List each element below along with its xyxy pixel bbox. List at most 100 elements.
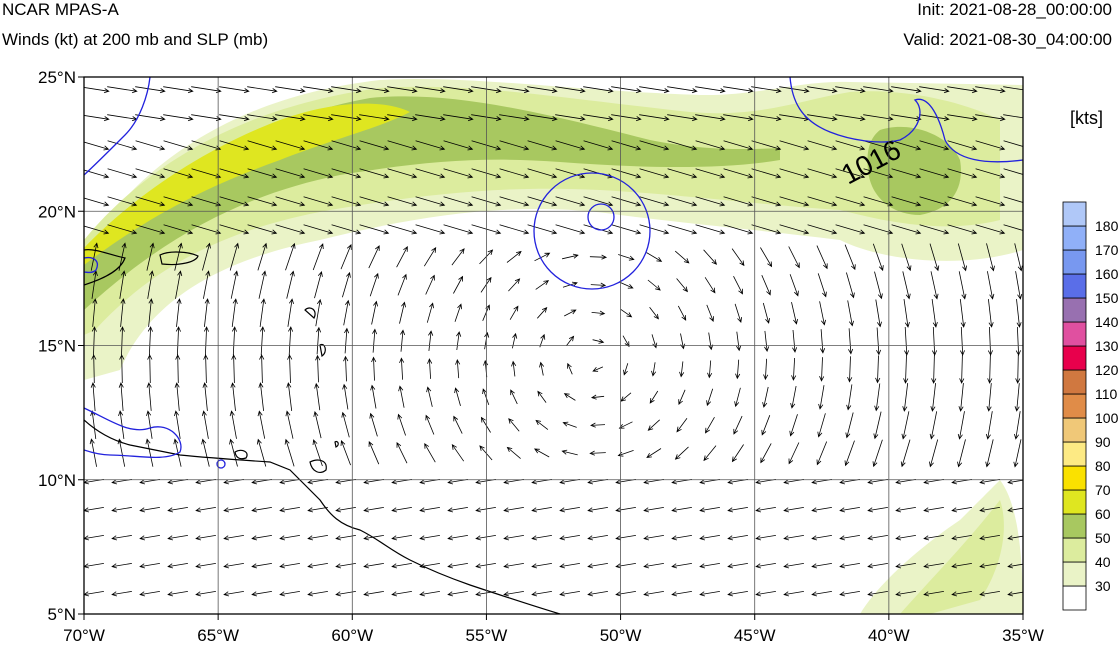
- wind-arrow: [195, 507, 216, 513]
- wind-arrow: [118, 382, 124, 412]
- wind-arrow: [622, 335, 630, 348]
- wind-arrow: [331, 224, 362, 235]
- wind-arrow: [559, 563, 580, 569]
- wind-arrow: [527, 140, 558, 151]
- wind-arrow: [275, 114, 306, 122]
- wind-arrow: [90, 242, 99, 271]
- wind-arrow: [762, 386, 769, 408]
- wind-arrow: [1003, 196, 1023, 203]
- wind-arrow: [419, 591, 440, 597]
- wind-arrow: [368, 440, 380, 465]
- wind-arrow: [623, 363, 629, 376]
- wind-arrow: [789, 274, 799, 297]
- wind-arrow: [957, 411, 965, 440]
- wind-arrow: [475, 535, 496, 541]
- wind-arrow: [219, 196, 250, 207]
- wind-arrow: [1003, 86, 1023, 91]
- wind-arrow: [335, 591, 356, 597]
- wind-arrow: [539, 361, 545, 376]
- wind-arrow: [734, 303, 742, 323]
- wind-arrow: [247, 196, 278, 207]
- wind-arrow: [959, 326, 965, 356]
- wind-arrow: [107, 140, 138, 151]
- wind-arrow: [359, 114, 390, 122]
- wind-arrow: [139, 535, 160, 541]
- wind-arrow: [618, 421, 633, 429]
- wind-arrow: [760, 443, 772, 464]
- wind-arrow: [874, 271, 883, 300]
- wind-arrow: [195, 535, 216, 541]
- wind-arrow: [590, 394, 605, 400]
- wind-arrow: [839, 563, 860, 569]
- wind-arrow: [534, 252, 551, 262]
- wind-arrow: [219, 224, 250, 235]
- wind-arrow: [671, 563, 692, 569]
- wind-arrow: [975, 196, 1006, 207]
- wind-arrow: [480, 416, 491, 433]
- wind-arrow: [835, 140, 866, 151]
- wind-arrow: [731, 444, 744, 463]
- wind-arrow: [167, 563, 188, 569]
- wind-arrow: [779, 140, 810, 151]
- wind-arrow: [251, 535, 272, 541]
- wind-arrow: [511, 360, 517, 377]
- wind-arrow: [816, 245, 828, 270]
- colorbar-label: 150: [1095, 290, 1118, 306]
- wind-arrow: [146, 242, 155, 271]
- wind-arrow: [903, 299, 910, 328]
- wind-arrow: [499, 140, 530, 151]
- lon-tick-label: 55°W: [466, 626, 508, 645]
- wind-arrow: [91, 326, 97, 356]
- wind-arrow: [555, 224, 586, 235]
- colorbar-label: 50: [1095, 530, 1111, 546]
- wind-arrow: [258, 270, 267, 299]
- wind-arrow: [734, 387, 741, 408]
- wind-arrow: [506, 446, 521, 459]
- wind-arrow: [163, 168, 194, 179]
- wind-arrow: [363, 507, 384, 513]
- wind-arrow: [475, 563, 496, 569]
- wind-arrow: [1003, 224, 1023, 231]
- wind-arrow: [201, 438, 210, 467]
- wind-arrow: [145, 438, 154, 467]
- wind-arrow: [708, 332, 714, 351]
- wind-arrow: [163, 140, 194, 151]
- wind-arrow: [695, 140, 726, 151]
- wind-arrow: [723, 114, 754, 122]
- slp-contour-small: [216, 459, 226, 469]
- wind-arrow: [527, 86, 558, 94]
- wind-arrow: [307, 563, 328, 569]
- slp-contour-northeast: [789, 77, 1023, 163]
- wind-arrow: [649, 306, 659, 320]
- wind-arrow: [359, 140, 390, 151]
- wind-arrow: [163, 86, 194, 94]
- wind-arrow: [959, 354, 965, 384]
- wind-arrow: [639, 140, 670, 151]
- wind-arrow: [191, 86, 222, 94]
- wind-arrow: [667, 196, 698, 207]
- wind-arrow: [615, 591, 636, 597]
- wind-arrow: [592, 338, 605, 344]
- wind-arrow: [562, 253, 579, 260]
- wind-arrow: [223, 507, 244, 513]
- wind-60-70-core: [84, 103, 410, 265]
- wind-arrow: [651, 362, 657, 377]
- wind-arrow: [783, 591, 804, 597]
- wind-arrow: [931, 299, 938, 328]
- wind-arrow: [844, 440, 855, 467]
- wind-arrow: [344, 327, 350, 354]
- wind-arrow: [957, 439, 966, 468]
- wind-arrow: [111, 591, 132, 597]
- wind-arrow: [788, 246, 800, 269]
- wind-arrow: [399, 301, 406, 324]
- wind-arrow: [312, 243, 324, 271]
- wind-arrow: [931, 326, 938, 356]
- wind-arrow: [387, 140, 418, 151]
- wind-arrow: [807, 140, 838, 151]
- colorbar-swatch: [1062, 321, 1087, 347]
- wind-arrow: [510, 389, 518, 405]
- wind-arrow: [567, 362, 573, 375]
- wind-arrow: [119, 270, 126, 299]
- wind-arrow: [331, 86, 362, 94]
- wind-arrow: [979, 535, 1000, 541]
